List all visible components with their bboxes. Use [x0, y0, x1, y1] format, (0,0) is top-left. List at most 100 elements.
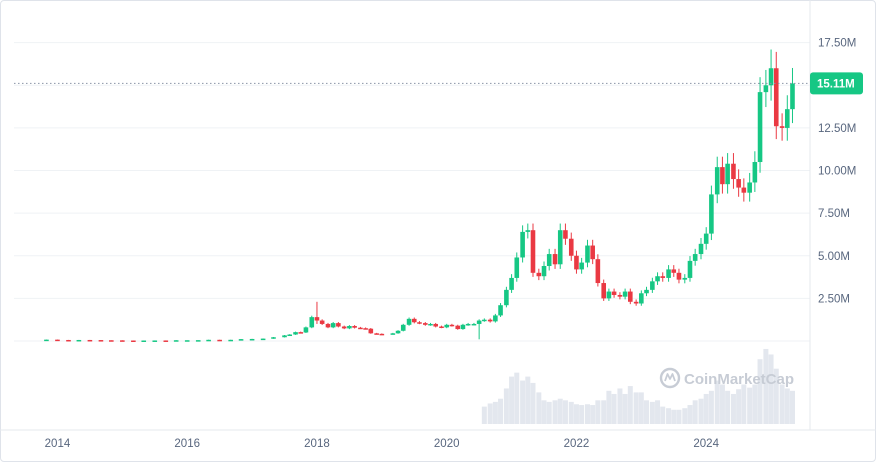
volume-bar: [536, 392, 542, 424]
volume-bar: [763, 348, 769, 424]
candle-body: [309, 317, 315, 328]
candle-body: [768, 68, 774, 86]
volume-bar: [509, 376, 515, 424]
candle-body: [336, 323, 341, 327]
x-tick-label: 2020: [434, 438, 460, 450]
volume-bar: [562, 400, 568, 424]
y-tick-label: 12.50M: [818, 123, 856, 135]
volume-bar: [514, 372, 520, 424]
candle-body: [552, 254, 558, 265]
volume-bar: [719, 384, 725, 424]
candle-body: [595, 259, 601, 284]
candle-body: [476, 320, 482, 324]
volume-bar: [757, 359, 763, 424]
volume-bar: [655, 400, 661, 424]
candle-body: [790, 83, 795, 110]
volume-bar: [552, 400, 558, 424]
candle-body: [319, 320, 325, 324]
candle-body: [195, 340, 201, 342]
volume-bar: [541, 400, 547, 424]
candle-body: [692, 254, 698, 261]
candle-body: [120, 340, 125, 342]
watermark: CoinMarketCap: [659, 367, 794, 389]
candle-body: [579, 262, 584, 270]
candle-body: [563, 230, 568, 239]
volume-bar: [773, 368, 779, 424]
candle-body: [152, 340, 158, 342]
candle-body: [725, 163, 730, 185]
volume-bar: [703, 393, 709, 424]
candle-body: [400, 324, 406, 331]
candle-body: [433, 323, 438, 327]
candle-body: [44, 339, 49, 342]
candle-body: [671, 269, 677, 273]
candle-body: [574, 255, 579, 270]
candle-body: [601, 283, 607, 299]
candle-body: [650, 281, 655, 290]
candle-body: [293, 332, 298, 335]
candle-body: [460, 324, 466, 330]
volume-bar: [584, 404, 590, 424]
volume-bar: [714, 380, 720, 424]
volume-bar: [784, 388, 790, 424]
current-price-label: 15.11M: [817, 78, 855, 90]
candle-body: [98, 340, 104, 342]
volume-bar: [736, 389, 742, 424]
y-tick-label: 10.00M: [818, 166, 856, 178]
volume-bar: [546, 401, 552, 424]
candle-body: [303, 327, 309, 333]
candle-body: [525, 230, 531, 232]
volume-bar: [692, 400, 698, 424]
candle-body: [590, 245, 595, 260]
volume-bar: [633, 392, 639, 424]
candle-body: [471, 323, 477, 326]
candle-body: [417, 322, 422, 324]
volume-bar: [611, 393, 617, 424]
candle-body: [374, 333, 379, 335]
volume-bar: [649, 401, 655, 424]
volume-bar: [730, 393, 736, 424]
candle-body: [731, 163, 736, 180]
volume-bars: [481, 348, 795, 424]
volume-bar: [606, 390, 612, 424]
candle-body: [228, 339, 233, 342]
candle-body: [363, 328, 368, 330]
candle-body: [260, 338, 266, 341]
y-tick-label: 2.50M: [818, 293, 850, 305]
candle-body: [773, 68, 779, 127]
candle-body: [390, 333, 396, 335]
volume-bar: [682, 408, 688, 424]
x-tick-label: 2014: [45, 438, 71, 450]
candle-body: [611, 291, 617, 295]
volume-bar: [579, 405, 585, 424]
candle-body: [358, 327, 363, 330]
volume-bar: [622, 393, 628, 424]
volume-bar: [595, 400, 601, 424]
current-price-badge: 15.11M: [810, 72, 863, 95]
current-price-badge-bg: [810, 72, 863, 95]
volume-bar: [487, 403, 493, 424]
candle-body: [287, 334, 293, 337]
candle-body: [752, 162, 758, 183]
candle-body: [249, 338, 255, 341]
y-tick-label: 17.50M: [818, 38, 856, 50]
candle-body: [633, 301, 639, 304]
volume-bar: [768, 354, 774, 424]
coinmarketcap-logo-icon: [659, 367, 681, 389]
candles: [44, 49, 795, 342]
candle-body: [173, 340, 179, 342]
watermark-text: CoinMarketCap: [684, 371, 794, 388]
candle-body: [660, 276, 666, 278]
candle-body: [617, 294, 623, 297]
volume-bar: [627, 386, 633, 424]
volume-bar: [573, 404, 579, 424]
volume-bar: [789, 390, 795, 424]
candle-body: [238, 339, 244, 341]
candle-body: [585, 245, 590, 263]
volume-bar: [568, 401, 574, 424]
y-axis: 2.50M 5.00M 7.50M 10.00M 12.50M 17.50M: [818, 38, 856, 306]
candle-body: [514, 257, 520, 278]
candle-body: [379, 333, 385, 336]
